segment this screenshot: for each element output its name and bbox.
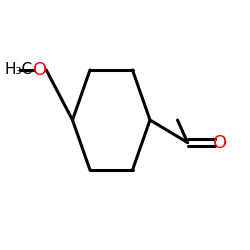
Text: O: O	[213, 134, 227, 152]
Text: H₃C: H₃C	[5, 62, 33, 78]
Text: O: O	[33, 61, 47, 79]
